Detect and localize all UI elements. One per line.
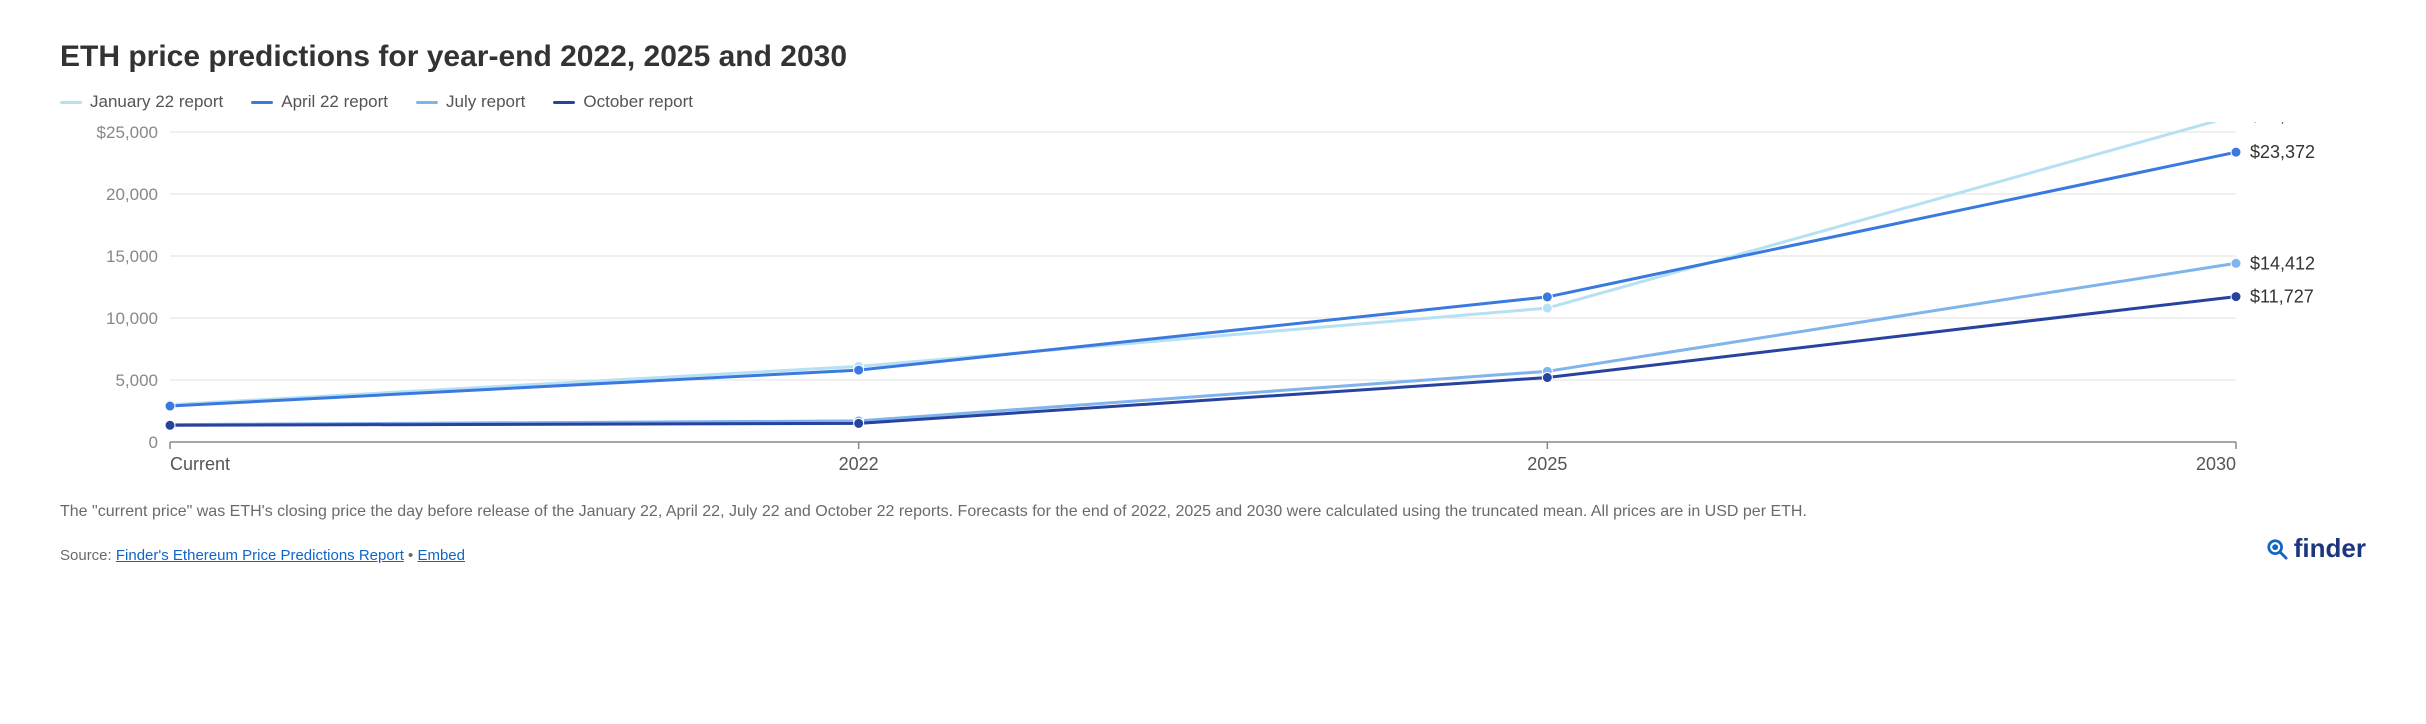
legend-label: July report bbox=[446, 92, 525, 112]
plot-area: 0 5,000 10,000 15,000 20,000 $25,000 Current 20… bbox=[60, 122, 2366, 482]
chart-footnote: The "current price" was ETH's closing pr… bbox=[60, 500, 2366, 523]
series-end-label: $11,727 bbox=[2250, 287, 2314, 307]
data-point[interactable] bbox=[165, 420, 175, 430]
legend-item[interactable]: January 22 report bbox=[60, 92, 223, 112]
chart-title: ETH price predictions for year-end 2022,… bbox=[60, 40, 2366, 74]
series-end-label: $26,338 bbox=[2250, 122, 2315, 125]
source-row: Source: Finder's Ethereum Price Predicti… bbox=[60, 533, 2366, 564]
source-prefix: Source: bbox=[60, 547, 116, 564]
legend-swatch bbox=[553, 101, 575, 104]
series-end-label: $23,372 bbox=[2250, 142, 2315, 162]
y-tick-label: 20,000 bbox=[106, 185, 158, 204]
y-tick-label: 10,000 bbox=[106, 309, 158, 328]
series-line bbox=[170, 297, 2236, 426]
source-link-report[interactable]: Finder's Ethereum Price Predictions Repo… bbox=[116, 547, 404, 564]
x-tick-label: 2025 bbox=[1527, 454, 1567, 474]
legend-label: October report bbox=[583, 92, 693, 112]
line-chart: 0 5,000 10,000 15,000 20,000 $25,000 Current 20… bbox=[60, 122, 2366, 482]
data-point[interactable] bbox=[1542, 373, 1552, 383]
legend-swatch bbox=[60, 101, 82, 104]
legend-item[interactable]: October report bbox=[553, 92, 693, 112]
data-point[interactable] bbox=[1542, 292, 1552, 302]
brand-text: finder bbox=[2294, 533, 2366, 564]
source-link-embed[interactable]: Embed bbox=[417, 547, 465, 564]
x-tick-label: 2022 bbox=[839, 454, 879, 474]
series-line bbox=[170, 152, 2236, 406]
legend-item[interactable]: July report bbox=[416, 92, 525, 112]
source-sep: • bbox=[404, 547, 418, 564]
legend-item[interactable]: April 22 report bbox=[251, 92, 388, 112]
brand-logo: finder bbox=[2266, 533, 2366, 564]
magnifier-icon bbox=[2266, 538, 2288, 560]
data-point[interactable] bbox=[2231, 147, 2241, 157]
y-tick-label: 0 bbox=[149, 433, 158, 452]
legend-label: April 22 report bbox=[281, 92, 388, 112]
data-point[interactable] bbox=[2231, 258, 2241, 268]
series-line bbox=[170, 122, 2236, 405]
series-end-label: $14,412 bbox=[2250, 253, 2315, 273]
chart-container: ETH price predictions for year-end 2022,… bbox=[60, 40, 2366, 564]
legend-swatch bbox=[416, 101, 438, 104]
legend: January 22 report April 22 report July rep… bbox=[60, 92, 2366, 112]
y-tick-label: $25,000 bbox=[97, 123, 158, 142]
x-tick-label: Current bbox=[170, 454, 230, 474]
y-tick-label: 5,000 bbox=[115, 371, 158, 390]
y-tick-label: 15,000 bbox=[106, 247, 158, 266]
data-point[interactable] bbox=[854, 418, 864, 428]
legend-swatch bbox=[251, 101, 273, 104]
data-point[interactable] bbox=[2231, 292, 2241, 302]
data-point[interactable] bbox=[854, 365, 864, 375]
data-point[interactable] bbox=[1542, 303, 1552, 313]
x-tick-label: 2030 bbox=[2196, 454, 2236, 474]
source-line: Source: Finder's Ethereum Price Predicti… bbox=[60, 547, 465, 564]
legend-label: January 22 report bbox=[90, 92, 223, 112]
data-point[interactable] bbox=[165, 401, 175, 411]
